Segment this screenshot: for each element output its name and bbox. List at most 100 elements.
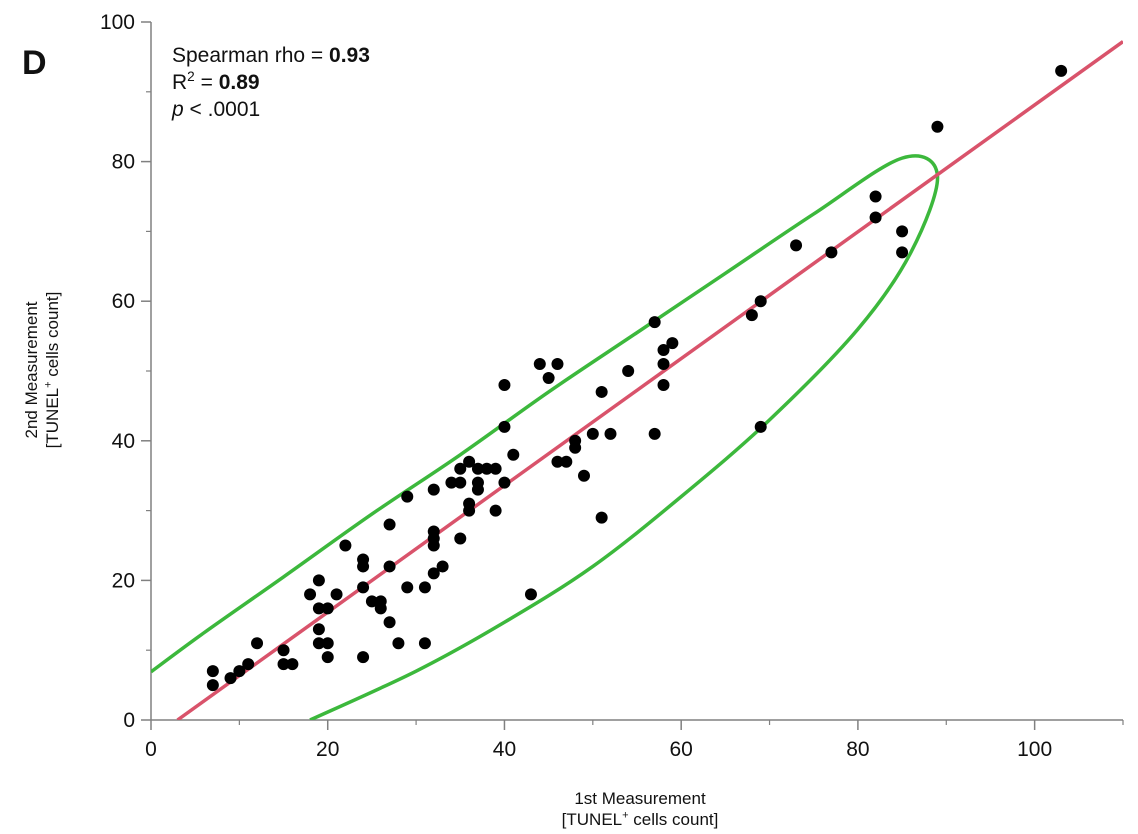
data-point (454, 462, 467, 475)
data-point (427, 567, 440, 580)
data-point (480, 462, 493, 475)
data-point (498, 476, 511, 489)
spearman-line: Spearman rho = 0.93 (172, 42, 370, 69)
r-squared-label-rest: = (194, 71, 219, 94)
data-point (569, 441, 582, 454)
data-point (357, 651, 370, 664)
data-point (657, 344, 670, 357)
data-point (471, 462, 484, 475)
x-axis-label: 1st Measurement [TUNEL+ cells count] (540, 788, 740, 830)
x-tick-label: 100 (1017, 738, 1052, 761)
y-axis-label-line2-post: cells count] (43, 291, 62, 382)
data-point (392, 637, 405, 650)
data-point (401, 581, 414, 594)
data-point (312, 602, 325, 615)
data-point (383, 616, 396, 629)
p-value-line: p < .0001 (172, 96, 370, 123)
data-point (622, 365, 635, 377)
spearman-label: Spearman rho = (172, 44, 330, 67)
confidence-ellipse (151, 154, 940, 720)
data-point (206, 679, 219, 692)
x-tick-label: 20 (316, 738, 339, 761)
data-point (577, 469, 590, 482)
data-point (206, 665, 219, 678)
data-point (418, 637, 431, 650)
data-point (869, 211, 882, 224)
y-tick-label: 80 (112, 151, 135, 174)
data-point (357, 560, 370, 573)
data-point (745, 309, 758, 322)
data-points (206, 64, 1068, 692)
data-point (604, 427, 617, 440)
x-axis-label-line2-sup: + (622, 809, 629, 822)
r-squared-label-base: R (172, 71, 188, 94)
data-point (869, 190, 882, 203)
y-tick-label: 20 (112, 569, 135, 592)
data-point (383, 560, 396, 573)
x-tick-label: 60 (670, 738, 693, 761)
panel-label: D (22, 44, 47, 82)
data-point (754, 295, 767, 308)
data-point (321, 602, 334, 615)
data-point (463, 455, 476, 468)
data-point (524, 588, 537, 601)
data-point (896, 225, 909, 238)
r-squared-label-sup: 2 (187, 69, 195, 84)
data-point (418, 581, 431, 594)
data-point (648, 427, 661, 440)
data-point (586, 427, 599, 440)
data-point (507, 448, 520, 461)
data-point (286, 658, 299, 671)
x-axis-label-line2: [TUNEL+ cells count] (540, 809, 740, 830)
data-point (427, 539, 440, 552)
data-point (454, 476, 467, 489)
data-point (312, 623, 325, 636)
data-point (436, 560, 449, 573)
data-point (445, 476, 458, 489)
data-point (224, 672, 237, 685)
data-point (374, 602, 387, 615)
data-point (657, 358, 670, 371)
data-point (560, 455, 573, 468)
data-point (330, 588, 343, 601)
y-axis-label: 2nd Measurement [TUNEL+ cells count] (21, 240, 63, 500)
data-point (312, 574, 325, 587)
data-point (489, 504, 502, 517)
data-point (498, 420, 511, 433)
data-point (666, 337, 679, 350)
y-axis-label-line1: 2nd Measurement (22, 301, 41, 439)
data-point (233, 665, 246, 678)
r-squared-value: 0.89 (218, 71, 260, 94)
data-point (657, 378, 670, 391)
confidence-ellipse-layer (151, 154, 940, 720)
data-point (383, 518, 396, 531)
p-value: < .0001 (183, 98, 261, 121)
data-point (365, 595, 378, 608)
axes: 0 20 40 60 80 100 0 20 40 60 80 100 (100, 11, 1124, 761)
data-point (551, 358, 564, 371)
y-tick-label: 60 (112, 290, 135, 313)
data-point (754, 420, 767, 433)
data-point (498, 378, 511, 391)
y-tick-label: 40 (112, 430, 135, 453)
data-point (277, 658, 290, 671)
data-point (896, 246, 909, 259)
data-point (277, 644, 290, 657)
data-point (321, 637, 334, 650)
y-axis-label-line2: [TUNEL+ cells count] (42, 240, 63, 500)
data-point (339, 539, 352, 552)
regression-line (176, 40, 1123, 720)
x-axis-label-line2-post: cells count] (628, 810, 719, 829)
data-point (312, 637, 325, 650)
data-point (790, 239, 803, 252)
fit-line-layer (176, 40, 1123, 720)
data-point (489, 462, 502, 475)
r-squared-line: R2 = 0.89 (172, 69, 370, 96)
data-point (595, 385, 608, 398)
statistics-box: Spearman rho = 0.93 R2 = 0.89 p < .0001 (172, 42, 370, 123)
data-point (825, 246, 838, 259)
data-point (595, 511, 608, 524)
data-point (931, 120, 944, 133)
data-point (648, 316, 661, 329)
x-axis-label-line2-pre: [TUNEL (561, 810, 623, 829)
